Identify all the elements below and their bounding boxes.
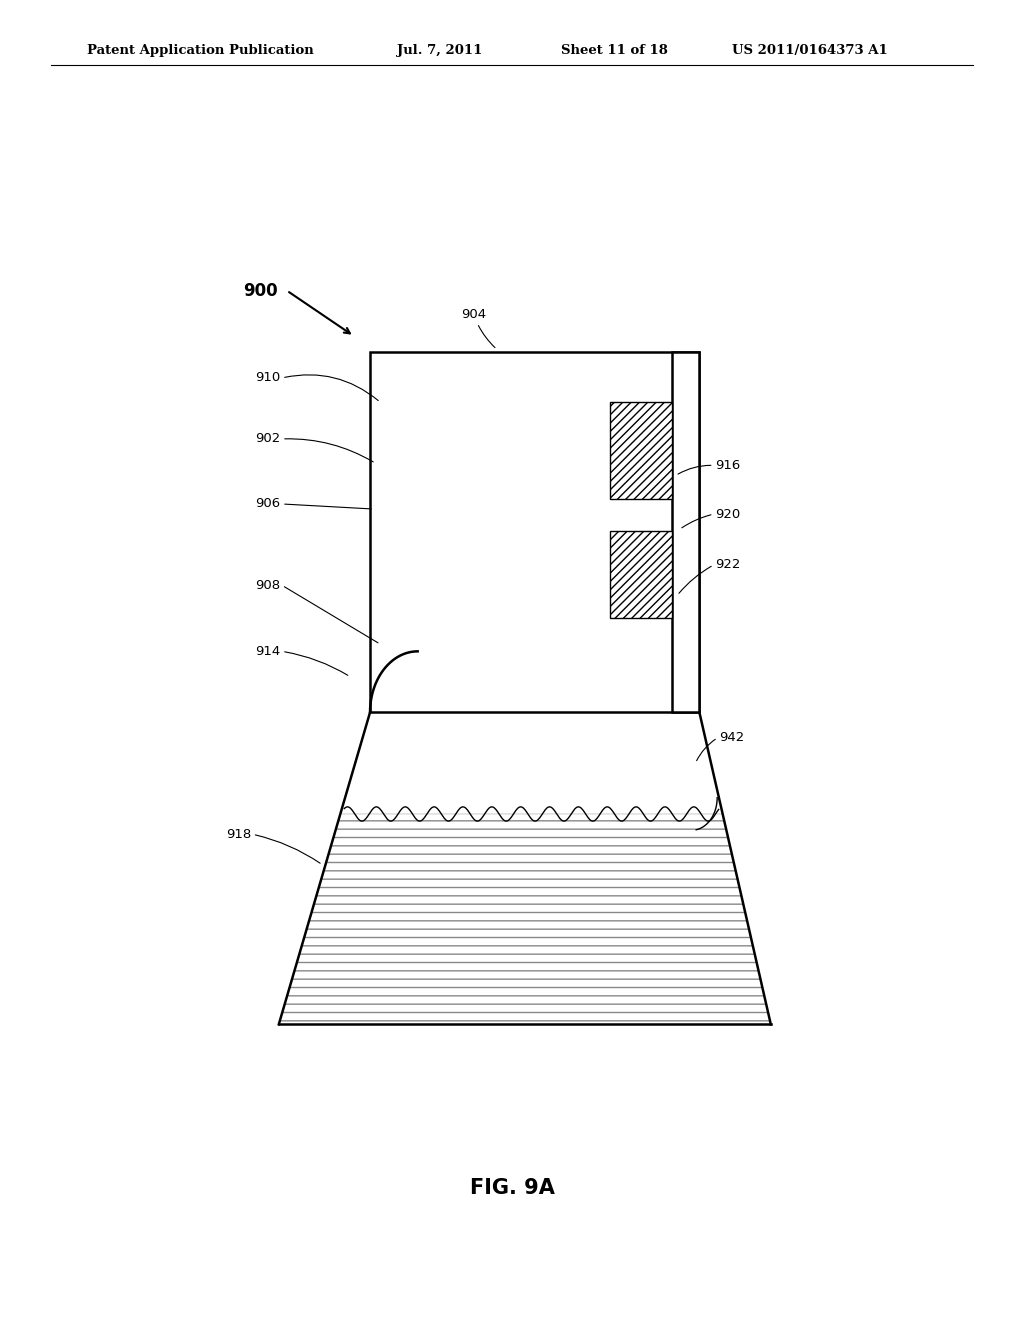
Text: 906: 906	[255, 498, 281, 511]
Text: FIG. 9A: FIG. 9A	[470, 1177, 554, 1199]
Text: 902: 902	[255, 433, 281, 445]
Text: Sheet 11 of 18: Sheet 11 of 18	[561, 44, 668, 57]
Text: Patent Application Publication: Patent Application Publication	[87, 44, 313, 57]
Text: 910: 910	[255, 371, 281, 384]
Text: Jul. 7, 2011: Jul. 7, 2011	[397, 44, 482, 57]
Text: 904: 904	[461, 308, 485, 321]
Text: 942: 942	[719, 731, 744, 744]
Bar	[609, 403, 672, 499]
Text: 918: 918	[225, 828, 251, 841]
Text: 914: 914	[255, 645, 281, 657]
Bar	[370, 351, 699, 713]
Text: 900: 900	[243, 281, 278, 300]
Polygon shape	[279, 814, 771, 1024]
Text: 916: 916	[715, 459, 740, 471]
Text: 920: 920	[715, 508, 740, 520]
Bar	[609, 532, 672, 618]
Bar	[672, 351, 699, 713]
Text: 908: 908	[255, 578, 281, 591]
Text: 922: 922	[715, 558, 740, 572]
Text: US 2011/0164373 A1: US 2011/0164373 A1	[732, 44, 888, 57]
